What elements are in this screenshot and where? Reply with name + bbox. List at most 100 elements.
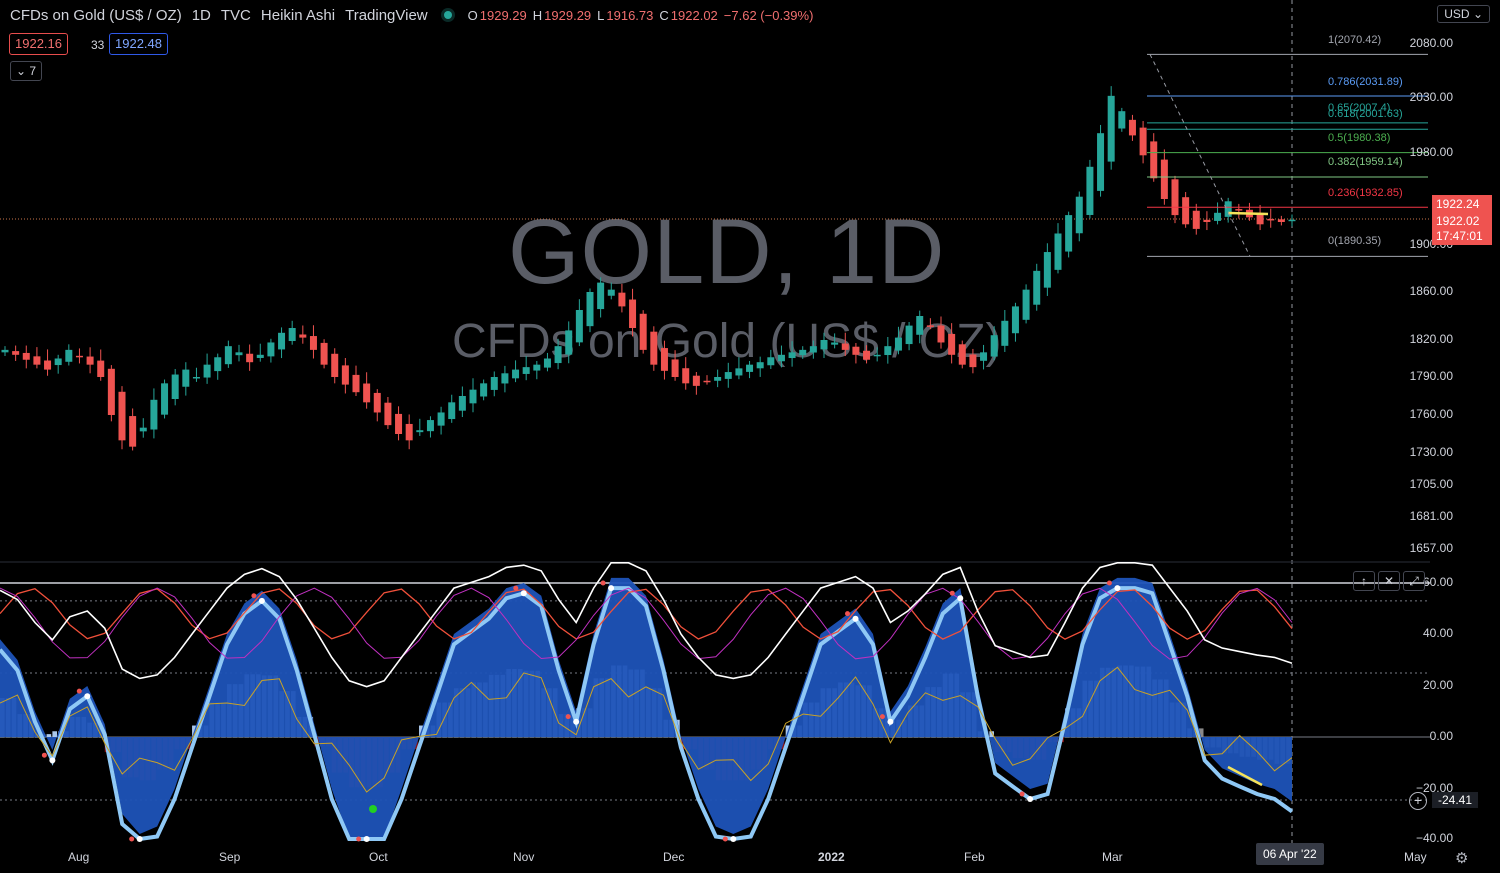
candle-body xyxy=(735,368,743,376)
ohlc-values: O 1929.29 H 1929.29 L 1916.73 C 1922.02 −7.6… xyxy=(468,8,814,23)
signal-dot xyxy=(1027,796,1034,802)
candle-body xyxy=(799,349,807,356)
candle-body xyxy=(884,346,892,356)
signal-dot xyxy=(363,836,370,842)
candle-body xyxy=(586,292,594,327)
time-axis-tick: Feb xyxy=(964,850,985,864)
symbol-title[interactable]: CFDs on Gold (US$ / OZ) xyxy=(10,6,182,24)
candle-body xyxy=(554,346,562,364)
high-key: H xyxy=(532,7,543,23)
candle-body xyxy=(235,352,243,356)
histogram-bar xyxy=(989,731,994,738)
candle-body xyxy=(1,349,9,353)
candle-body xyxy=(469,389,477,404)
histogram-bar xyxy=(52,731,57,738)
interval-label[interactable]: 1D xyxy=(191,6,211,24)
move-pane-up-button[interactable]: ↑ xyxy=(1353,571,1375,591)
maximize-pane-button[interactable]: ⤢ xyxy=(1403,571,1425,591)
candle-body xyxy=(512,369,520,379)
candle-body xyxy=(820,340,828,350)
chevron-down-icon: ⌄ xyxy=(16,64,27,78)
candle-body xyxy=(1171,179,1179,216)
open-key: O xyxy=(467,7,478,23)
candle-body xyxy=(501,373,509,384)
time-axis-tick: Mar xyxy=(1102,850,1123,864)
chart-legend-header: CFDs on Gold (US$ / OZ) 1D TVC Heikin As… xyxy=(10,6,813,24)
candle-body xyxy=(575,310,583,343)
candle-body xyxy=(458,396,466,411)
candle-body xyxy=(1256,213,1264,225)
signal-dot-red xyxy=(251,593,257,599)
candle-body xyxy=(1224,201,1232,217)
close-value: 1922.02 xyxy=(670,7,718,23)
candle-body xyxy=(746,364,754,372)
candle-body xyxy=(937,325,945,343)
low-value: 1916.73 xyxy=(606,7,654,23)
candle-body xyxy=(246,353,254,363)
candle-body xyxy=(490,377,498,390)
candle-body xyxy=(416,430,424,433)
candle-body xyxy=(33,356,41,365)
candle-body xyxy=(331,353,339,377)
open-value: 1929.29 xyxy=(479,7,527,23)
histogram-bar xyxy=(1198,728,1204,738)
sell-price-button[interactable]: 1922.16 xyxy=(9,33,68,55)
signal-dot-red xyxy=(76,688,82,694)
candle-body xyxy=(629,299,637,328)
candle-body xyxy=(756,362,764,369)
oscillator-axis-tick: −20.00 xyxy=(1415,781,1453,795)
candle-body xyxy=(86,356,94,365)
price-axis-tick: 2030.00 xyxy=(1409,90,1453,104)
signal-dot xyxy=(520,590,527,597)
source-label: TradingView xyxy=(345,6,428,24)
candle-body xyxy=(777,354,785,362)
candle-body xyxy=(639,313,647,350)
add-plus-icon[interactable]: + xyxy=(1409,792,1427,810)
signal-dot-red xyxy=(722,836,728,842)
signal-dot-red xyxy=(1106,580,1112,586)
signal-dot-red xyxy=(129,836,135,842)
signal-dot-red xyxy=(356,836,362,842)
oscillator-axis-tick: 40.00 xyxy=(1422,626,1453,640)
candle-body xyxy=(12,351,20,355)
candle-body xyxy=(650,331,658,365)
delete-pane-button[interactable]: ✕ xyxy=(1378,571,1400,591)
symbol-watermark: GOLD, 1D xyxy=(508,201,946,303)
price-axis-tick: 2080.00 xyxy=(1409,36,1453,50)
candle-body xyxy=(448,402,456,420)
signal-dot-red xyxy=(600,580,606,586)
fib-trend-line xyxy=(1149,54,1251,257)
candle-body xyxy=(809,346,817,353)
signal-dot xyxy=(258,597,265,604)
maximize-icon: ⤢ xyxy=(1409,574,1419,588)
candle-body xyxy=(692,375,700,386)
indicators-collapse-button[interactable]: ⌄ 7 xyxy=(10,61,43,81)
fib-level-label: 0.618(2001.63) xyxy=(1328,108,1403,120)
currency-select[interactable]: USD ⌄ xyxy=(1437,5,1490,23)
candle-body xyxy=(533,364,541,371)
settings-gear-icon[interactable]: ⚙ xyxy=(1455,850,1469,867)
candle-body xyxy=(1203,219,1211,222)
candle-body xyxy=(682,368,690,384)
candle-body xyxy=(65,349,73,362)
signal-dot-red xyxy=(513,585,519,591)
candle-body xyxy=(203,364,211,378)
currency-value: USD xyxy=(1444,7,1470,21)
crosshair-date-label: 06 Apr '22 xyxy=(1256,843,1324,865)
candle-body xyxy=(1043,252,1051,288)
signal-dot xyxy=(136,836,143,842)
signal-dot-red xyxy=(845,611,851,617)
candle-body xyxy=(990,335,998,357)
candle-body xyxy=(1022,289,1030,320)
candle-body xyxy=(1033,270,1041,305)
signal-dot xyxy=(573,718,580,725)
chart-style-label: Heikin Ashi xyxy=(260,6,336,24)
candle-body xyxy=(278,332,286,350)
signal-dot xyxy=(852,615,859,622)
candle-body xyxy=(1192,210,1200,229)
signal-dot-red xyxy=(949,590,955,596)
price-axis-tick: 1980.00 xyxy=(1409,145,1453,159)
indicator-count: 7 xyxy=(29,64,37,78)
buy-price-button[interactable]: 1922.48 xyxy=(109,33,168,55)
